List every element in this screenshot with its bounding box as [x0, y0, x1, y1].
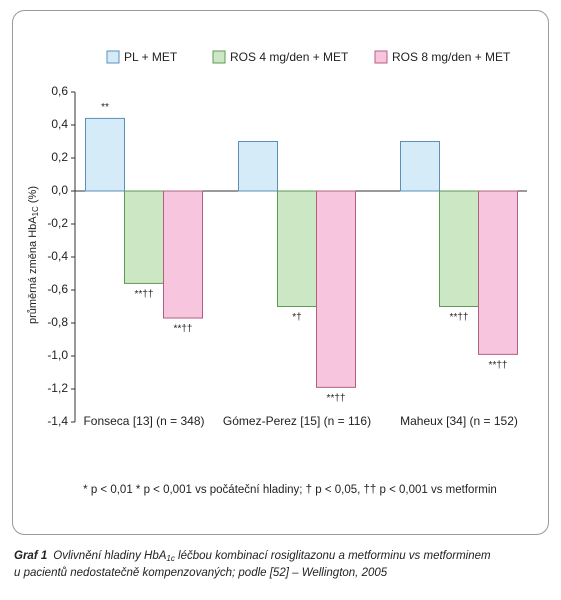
- y-tick-label: -1,4: [47, 414, 68, 428]
- legend-label: ROS 4 mg/den + MET: [230, 50, 349, 64]
- legend-swatch: [374, 50, 388, 64]
- y-tick-label: -0,4: [47, 249, 68, 263]
- footnote: * p < 0,01 * p < 0,001 vs počáteční hlad…: [83, 484, 497, 496]
- bar-annotation: **††: [174, 324, 193, 335]
- bar: [277, 190, 317, 307]
- bar: [400, 141, 440, 192]
- bar-annotation: **: [101, 102, 109, 113]
- y-tick-label: -0,8: [47, 315, 68, 329]
- bar: [163, 190, 203, 319]
- bar: [478, 190, 518, 355]
- legend-label: ROS 8 mg/den + MET: [392, 50, 511, 64]
- bar-annotation: **††: [450, 312, 469, 323]
- x-tick-label: Gómez-Perez [15] (n = 116): [223, 414, 371, 428]
- bar: [316, 190, 356, 388]
- x-tick-label: Fonseca [13] (n = 348): [83, 414, 204, 428]
- bar-annotation: **††: [489, 360, 508, 371]
- caption-line: u pacientů nedostatečně kompenzovaných; …: [14, 567, 388, 579]
- legend-label: PL + MET: [124, 50, 178, 64]
- bar-annotation: **††: [135, 289, 154, 300]
- y-tick-label: -0,2: [47, 216, 68, 230]
- caption: Graf 1 Ovlivnění hladiny HbA1c léčbou kom…: [14, 550, 491, 563]
- y-tick-label: -1,2: [47, 381, 68, 395]
- x-tick-label: Maheux [34] (n = 152): [400, 414, 518, 428]
- y-tick-label: 0,2: [51, 150, 68, 164]
- y-tick-label: -0,6: [47, 282, 68, 296]
- y-axis-label: průměrná změna HbA1C (%): [27, 186, 40, 324]
- y-tick-label: 0,6: [51, 84, 68, 98]
- bar: [124, 190, 164, 284]
- y-tick-label: 0,4: [51, 117, 68, 131]
- bar-annotation: **††: [327, 393, 346, 404]
- bar: [439, 190, 479, 307]
- bar: [85, 117, 125, 192]
- y-tick-label: 0,0: [51, 183, 68, 197]
- y-tick-label: -1,0: [47, 348, 68, 362]
- legend-swatch: [106, 50, 120, 64]
- bar-annotation: *†: [292, 312, 301, 323]
- legend-swatch: [212, 50, 226, 64]
- bar: [238, 141, 278, 192]
